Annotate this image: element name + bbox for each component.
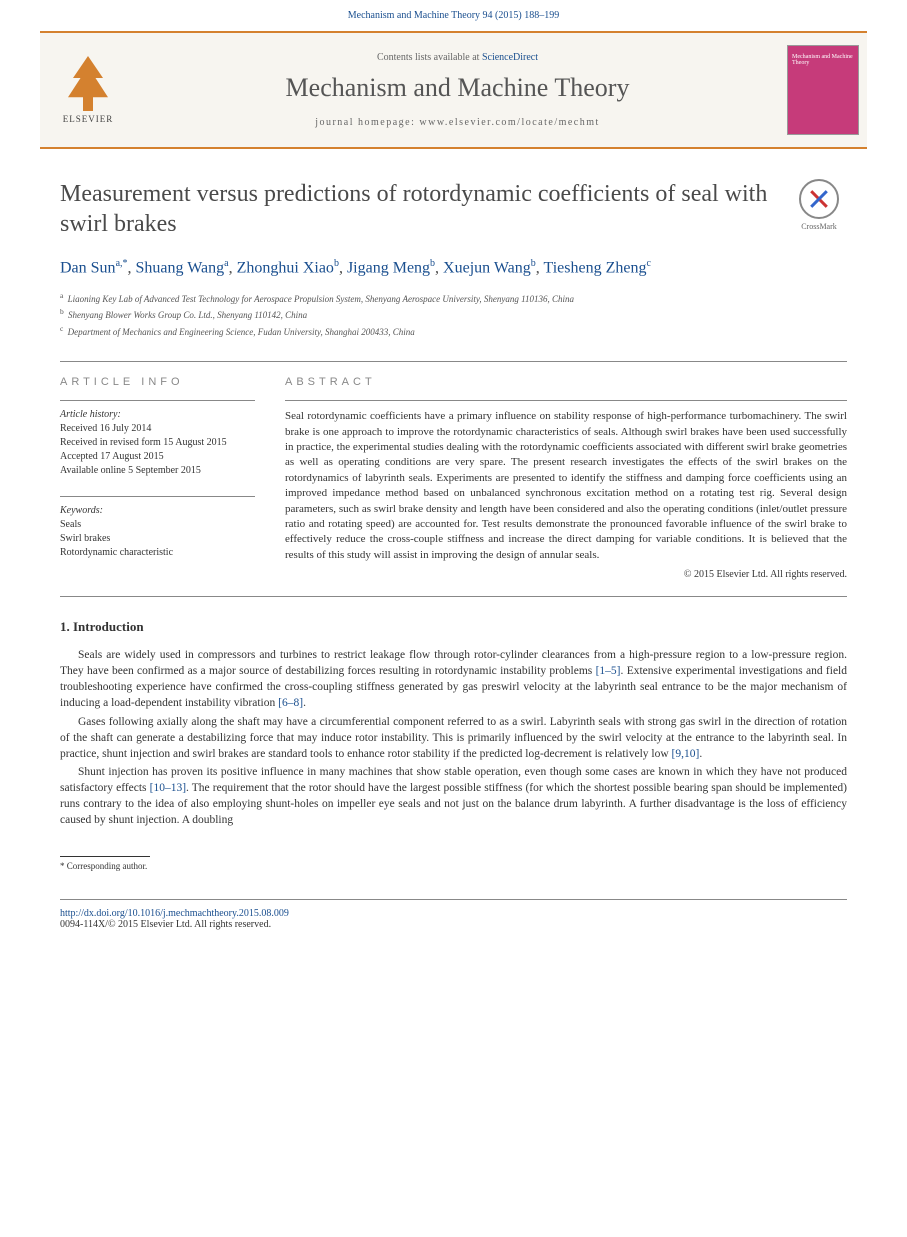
sciencedirect-link[interactable]: ScienceDirect [482, 52, 538, 63]
section-title-introduction: 1. Introduction [60, 619, 847, 635]
citation-journal-link[interactable]: Mechanism and Machine Theory [348, 10, 480, 21]
author-affil-sup: b [531, 258, 536, 269]
citation-vol-pages: 94 (2015) 188–199 [480, 10, 559, 21]
intro-paragraph-2: Gases following axially along the shaft … [60, 714, 847, 762]
affiliation-a: Liaoning Key Lab of Advanced Test Techno… [68, 294, 574, 304]
elsevier-label: ELSEVIER [63, 114, 114, 124]
homepage-url[interactable]: www.elsevier.com/locate/mechmt [419, 117, 599, 128]
body-text: . [303, 697, 306, 709]
author-affil-sup: b [334, 258, 339, 269]
doi-link[interactable]: http://dx.doi.org/10.1016/j.mechmachtheo… [60, 908, 289, 919]
corresponding-author-footnote: * Corresponding author. [60, 861, 847, 871]
accepted-date: Accepted 17 August 2015 [60, 450, 255, 464]
top-citation: Mechanism and Machine Theory 94 (2015) 1… [0, 0, 907, 31]
history-label: Article history: [60, 409, 255, 420]
article-info-heading: ARTICLE INFO [60, 376, 255, 388]
author-link[interactable]: Dan Sun [60, 259, 116, 276]
intro-paragraph-1: Seals are widely used in compressors and… [60, 647, 847, 711]
homepage-label: journal homepage: [315, 117, 419, 128]
contents-prefix: Contents lists available at [377, 52, 482, 63]
divider [60, 596, 847, 597]
intro-paragraph-3: Shunt injection has proven its positive … [60, 764, 847, 828]
received-date: Received 16 July 2014 [60, 422, 255, 436]
crossmark-label: CrossMark [801, 222, 837, 231]
affiliation-c: Department of Mechanics and Engineering … [68, 327, 415, 337]
keyword: Seals [60, 518, 255, 532]
author-link[interactable]: Xuejun Wang [443, 259, 531, 276]
footer-issn-copyright: 0094-114X/© 2015 Elsevier Ltd. All right… [60, 919, 271, 930]
author-affil-sup: a, [116, 258, 123, 269]
affiliation-b: Shenyang Blower Works Group Co. Ltd., Sh… [68, 310, 307, 320]
keywords-block: Keywords: Seals Swirl brakes Rotordynami… [60, 496, 255, 560]
footer-block: http://dx.doi.org/10.1016/j.mechmachtheo… [60, 899, 847, 930]
author-link[interactable]: Shuang Wang [136, 259, 225, 276]
contents-available: Contents lists available at ScienceDirec… [128, 52, 787, 63]
revised-date: Received in revised form 15 August 2015 [60, 436, 255, 450]
keywords-label: Keywords: [60, 505, 255, 516]
footnote-rule [60, 856, 150, 857]
article-history-block: Article history: Received 16 July 2014 R… [60, 400, 255, 478]
reference-link[interactable]: [6–8] [278, 697, 303, 709]
elsevier-tree-icon [63, 56, 113, 111]
article-info-column: ARTICLE INFO Article history: Received 1… [60, 376, 255, 580]
journal-header: ELSEVIER Contents lists available at Sci… [40, 31, 867, 149]
author-affil-sup: b [430, 258, 435, 269]
keyword: Swirl brakes [60, 532, 255, 546]
author-corresponding-star: * [123, 258, 128, 269]
author-link[interactable]: Zhonghui Xiao [237, 259, 334, 276]
author-affil-sup: c [646, 258, 650, 269]
journal-cover-thumbnail: Mechanism and Machine Theory [787, 45, 859, 135]
abstract-heading: ABSTRACT [285, 376, 847, 388]
divider [60, 361, 847, 362]
body-text: . [699, 748, 702, 760]
abstract-text: Seal rotordynamic coefficients have a pr… [285, 400, 847, 563]
online-date: Available online 5 September 2015 [60, 464, 255, 478]
abstract-copyright: © 2015 Elsevier Ltd. All rights reserved… [285, 569, 847, 580]
reference-link[interactable]: [10–13] [150, 782, 186, 794]
author-affil-sup: a [224, 258, 228, 269]
journal-homepage: journal homepage: www.elsevier.com/locat… [128, 117, 787, 128]
author-link[interactable]: Tiesheng Zheng [544, 259, 647, 276]
crossmark-icon [799, 179, 839, 219]
body-text: Gases following axially along the shaft … [60, 716, 847, 760]
reference-link[interactable]: [9,10] [672, 748, 700, 760]
elsevier-logo: ELSEVIER [48, 48, 128, 133]
reference-link[interactable]: [1–5] [596, 665, 621, 677]
keyword: Rotordynamic characteristic [60, 546, 255, 560]
journal-name: Mechanism and Machine Theory [128, 73, 787, 103]
author-link[interactable]: Jigang Meng [347, 259, 430, 276]
cover-label: Mechanism and Machine Theory [792, 54, 854, 66]
affiliations: a Liaoning Key Lab of Advanced Test Tech… [60, 290, 847, 340]
article-title: Measurement versus predictions of rotord… [60, 179, 771, 239]
crossmark-badge[interactable]: CrossMark [791, 179, 847, 235]
authors-line: Dan Suna,*, Shuang Wanga, Zhonghui Xiaob… [60, 257, 847, 280]
abstract-column: ABSTRACT Seal rotordynamic coefficients … [285, 376, 847, 580]
